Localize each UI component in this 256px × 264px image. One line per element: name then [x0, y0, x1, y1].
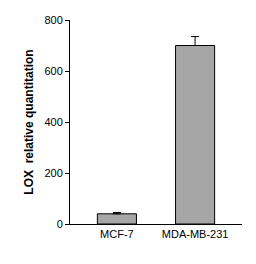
svg-text:400: 400 — [44, 116, 62, 128]
svg-text:0: 0 — [57, 218, 63, 230]
svg-text:600: 600 — [44, 65, 62, 77]
svg-text:LOX relative quantitation: LOX relative quantitation — [22, 49, 36, 194]
svg-text:200: 200 — [44, 167, 62, 179]
svg-text:MDA-MB-231: MDA-MB-231 — [162, 228, 229, 240]
svg-text:MCF-7: MCF-7 — [100, 228, 134, 240]
svg-text:800: 800 — [44, 14, 62, 26]
